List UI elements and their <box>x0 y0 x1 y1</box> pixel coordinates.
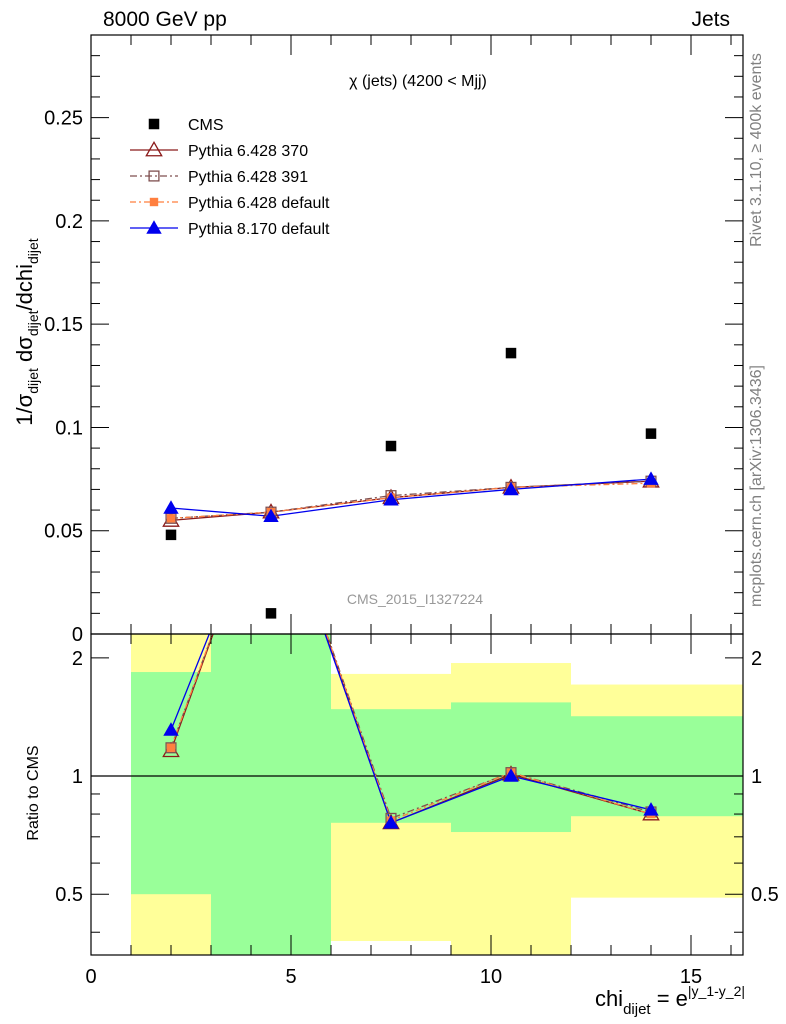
main-point-0-2 <box>385 440 397 452</box>
ratio-xtick-label: 0 <box>85 966 96 988</box>
ratio-ytick-label-right: 1 <box>751 766 762 788</box>
rivet-version-label: Rivet 3.1.10, ≥ 400k events <box>748 53 765 247</box>
legend-label-1: Pythia 6.428 370 <box>188 143 308 160</box>
ratio-xtick-label: 5 <box>285 966 296 988</box>
band-inner-2 <box>331 709 451 823</box>
main-point-0-0 <box>165 529 177 541</box>
analysis-watermark: CMS_2015_I1327224 <box>347 591 483 607</box>
x-axis-label: chidijet = e|y_1-y_2| <box>595 983 745 1018</box>
band-inner-1 <box>211 634 331 955</box>
legend-marker-0 <box>148 118 160 130</box>
ratio-ytick-label-left: 0.5 <box>55 884 83 906</box>
header-left: 8000 GeV pp <box>103 8 227 31</box>
ratio-point-1-0 <box>165 742 177 754</box>
axis-tick-labels: 0.05 0.1 0.15 0.2 0.25 0 0 5 10 15 0.5 0.5 1 1 2 2 <box>44 108 779 988</box>
main-point-4-1 <box>263 508 279 523</box>
legend-label-4: Pythia 8.170 default <box>188 221 330 238</box>
ratio-point-3-4 <box>643 802 659 816</box>
legend-label-2: Pythia 6.428 391 <box>188 169 308 186</box>
main-point-4-0 <box>163 500 179 514</box>
main-series-line-3 <box>170 482 652 519</box>
band-inner-4 <box>571 716 743 817</box>
ratio-ytick-label-right: 0.5 <box>751 884 779 906</box>
ratio-ytick-label-left: 1 <box>72 766 83 788</box>
mcplots-label: mcplots.cern.ch [arXiv:1306.3436] <box>748 365 765 607</box>
ratio-xtick-label: 10 <box>480 966 502 988</box>
ratio-bands <box>131 634 743 955</box>
legend-marker-1 <box>145 140 163 157</box>
ratio-frame <box>90 633 744 956</box>
legend: CMS Pythia 6.428 370 Pythia 6.428 391 Pythi… <box>130 117 330 238</box>
ratio-xtick-label: 15 <box>680 966 702 988</box>
ratio-y-axis-label: Ratio to CMS <box>25 745 42 840</box>
main-series-line-2 <box>170 480 652 519</box>
header-right: Jets <box>691 8 730 31</box>
main-y-axis-label: 1/σdijet dσdijet/dchidijet <box>12 238 41 426</box>
legend-marker-3 <box>149 197 159 207</box>
main-lines <box>170 478 652 522</box>
main-point-3-0 <box>166 514 176 523</box>
chart-title: χ (jets) (4200 < Mjj) <box>349 73 487 90</box>
legend-marker-2 <box>148 170 160 182</box>
ratio-point-2-0 <box>166 743 176 752</box>
main-point-0-4 <box>645 428 657 439</box>
ratio-point-3-3 <box>503 768 519 782</box>
main-ytick-label: 0.25 <box>44 108 83 130</box>
ratio-ytick-label-right: 2 <box>751 648 762 670</box>
main-point-4-4 <box>643 471 659 485</box>
ratio-point-3-2 <box>383 815 399 829</box>
main-ytick-label: 0.2 <box>55 211 83 233</box>
ratio-markers <box>162 722 660 830</box>
main-markers <box>162 347 660 619</box>
main-point-0-1 <box>265 608 277 619</box>
main-point-4-2 <box>383 492 399 506</box>
legend-marker-4 <box>146 220 162 234</box>
ratio-ytick-label-left: 2 <box>72 648 83 670</box>
axis-ticks <box>90 35 743 955</box>
band-inner-0 <box>131 672 211 895</box>
main-ytick-label: 0.1 <box>55 417 83 439</box>
main-ytick-label: 0.15 <box>44 314 83 336</box>
main-point-0-3 <box>505 347 517 359</box>
legend-label-0: CMS <box>188 117 224 134</box>
ratio-point-3-0 <box>163 722 179 736</box>
main-ytick-label: 0.05 <box>44 521 83 543</box>
main-point-4-3 <box>503 481 519 496</box>
legend-label-3: Pythia 6.428 default <box>188 195 330 212</box>
main-series-line-4 <box>170 478 652 517</box>
main-ytick-label-zero: 0 <box>72 624 83 646</box>
